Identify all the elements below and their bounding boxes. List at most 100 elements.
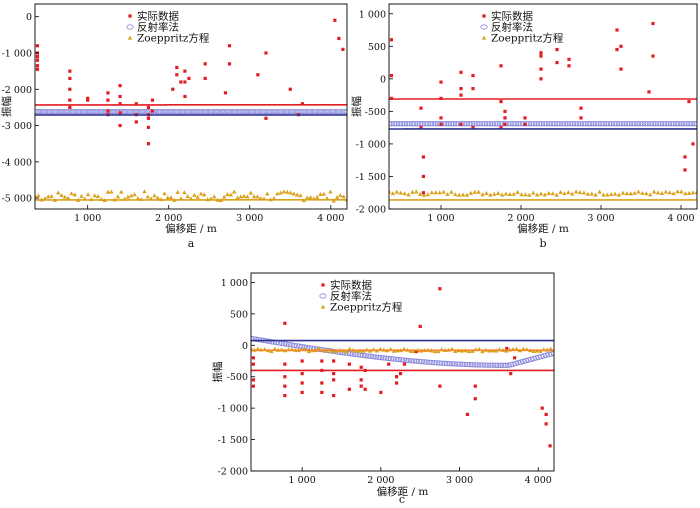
actual-data-point [389,73,393,78]
actual-data-point [539,51,543,55]
reflectivity-point [304,109,312,115]
reflectivity-point [507,121,515,127]
reflectivity-point [186,109,194,115]
actual-data-point [394,375,399,379]
zoeppritz-point [241,193,247,198]
reflectivity-point [553,121,561,127]
reflectivity-point [157,109,165,115]
actual-data-point [341,47,345,51]
actual-data-point [118,84,122,88]
zoeppritz-point [72,192,78,197]
reflectivity-point [181,109,189,115]
reflectivity-point [292,109,300,115]
reflectivity-point [50,109,58,115]
zoeppritz-point [456,192,462,197]
actual-data-point [687,100,691,104]
x-tick-label: 4 000 [667,213,694,224]
zoeppritz-point [679,189,684,194]
reflectivity-point [453,361,461,367]
reflectivity-point [70,109,78,115]
actual-data-point [359,365,363,369]
reflectivity-point [316,109,324,115]
reflectivity-point [636,121,644,127]
reflectivity-point [263,109,271,115]
actual-data-point [256,73,260,77]
legend-zoeppritz-label: Zoeppritz方程 [137,32,210,45]
actual-data-point [68,105,72,110]
reflectivity-point [677,121,686,127]
zoeppritz-point [562,191,567,196]
reflectivity-point [188,109,196,115]
zoeppritz-point [235,195,240,200]
reflectivity-point [389,121,396,127]
reflectivity-point [222,109,230,115]
zoeppritz-point [202,192,207,197]
reflectivity-point [571,121,579,127]
zoeppritz-point [65,195,71,200]
reflectivity-point [227,109,235,115]
actual-data-point [203,76,207,80]
actual-data-point [439,122,443,126]
zoeppritz-point [321,191,326,196]
actual-data-point [555,60,559,65]
reflectivity-point [290,109,298,115]
reflectivity-point [77,109,85,115]
zoeppritz-point [129,193,134,198]
reflectivity-point [174,109,182,115]
zoeppritz-point [683,191,688,196]
zoeppritz-point [162,191,167,196]
zoeppritz-point [125,194,131,199]
y-tick-label: 0 [242,341,248,352]
zoeppritz-point [542,192,548,197]
reflectivity-point [207,109,216,115]
zoeppritz-point [616,192,622,197]
zoeppritz-point [255,194,260,199]
actual-data-point [439,80,443,84]
x-tick-label: 1 000 [427,213,454,224]
zoeppritz-point [421,192,427,197]
x-tick-label: 2 000 [507,213,534,224]
reflectivity-point [465,121,473,127]
zoeppritz-point [212,194,217,199]
reflectivity-point [270,109,279,115]
reflectivity-point [408,121,416,127]
actual-data-point [439,116,443,120]
actual-data-point [459,93,463,97]
zoeppritz-point [414,189,419,194]
reflectivity-point [171,109,179,115]
actual-data-point [683,155,687,159]
actual-data-point [203,62,207,66]
zoeppritz-point [441,189,446,194]
legend-zoeppritz-label: Zoeppritz方程 [330,301,403,314]
zoeppritz-point [304,195,310,200]
y-tick-label: 0 [380,74,386,85]
zoeppritz-point [468,190,474,195]
reflectivity-point [282,109,291,115]
reflectivity-point [424,121,432,127]
x-axis-label: 偏移距 / m [165,222,217,235]
zoeppritz-point [221,194,227,199]
zoeppritz-point [390,191,396,196]
zoeppritz-point [251,194,257,199]
reflectivity-point [494,121,502,127]
reflectivity-point [579,121,587,127]
actual-data-point [146,116,151,120]
actual-data-point [579,116,583,120]
actual-data-point [35,67,40,71]
zoeppritz-point [192,192,197,197]
actual-data-point [251,356,255,360]
zoeppritz-point [464,192,470,197]
actual-data-point [332,371,336,376]
actual-data-point [300,371,304,376]
reflectivity-point [154,109,162,115]
legend-actual-label: 实际数据 [137,10,179,23]
zoeppritz-point [694,189,697,194]
reflectivity-point [203,109,211,115]
reflectivity-point [400,121,409,127]
zoeppritz-point [585,191,591,196]
zoeppritz-point [281,189,287,194]
actual-data-point [544,422,548,426]
zoeppritz-point [344,349,349,354]
reflectivity-point [314,109,322,115]
